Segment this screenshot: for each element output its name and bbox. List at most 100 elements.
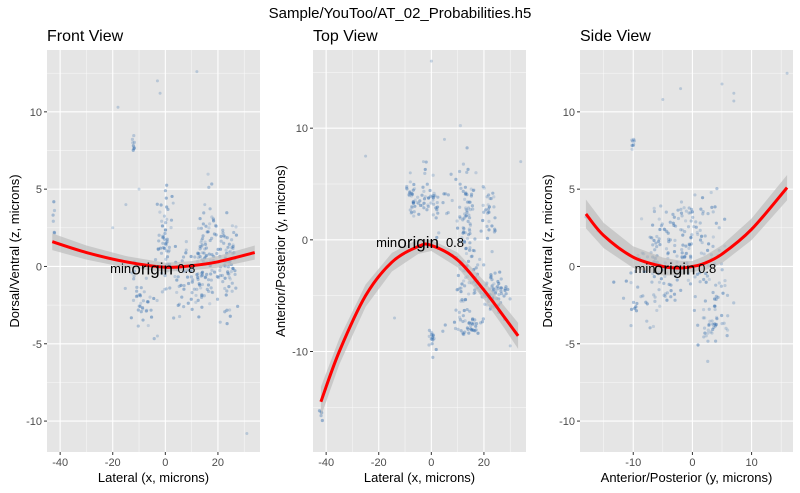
data-point: [411, 201, 416, 205]
data-point: [200, 293, 204, 298]
data-point: [658, 304, 662, 308]
data-point: [131, 144, 135, 148]
data-point: [683, 254, 687, 259]
data-point: [663, 294, 667, 299]
data-point: [720, 268, 724, 272]
y-tick-label: 0: [569, 261, 575, 273]
data-point: [219, 239, 223, 243]
data-point: [663, 274, 667, 279]
x-tick-label: 0: [689, 457, 695, 469]
plot-area: [51, 70, 256, 435]
data-point: [461, 231, 465, 235]
data-point: [659, 204, 663, 208]
data-point: [684, 251, 689, 255]
data-point: [484, 208, 488, 212]
data-point: [681, 233, 685, 237]
data-point: [225, 322, 229, 326]
data-point: [672, 215, 676, 219]
data-point: [705, 248, 710, 252]
data-point: [52, 200, 56, 204]
y-tick-label: -5: [32, 339, 42, 351]
data-point: [461, 331, 465, 335]
data-point: [135, 285, 139, 289]
data-point: [667, 239, 671, 244]
data-point: [52, 208, 57, 213]
data-point: [490, 278, 494, 282]
data-point: [458, 239, 462, 243]
data-point: [223, 276, 227, 280]
data-point: [435, 208, 439, 212]
data-point: [469, 321, 474, 325]
data-point: [460, 297, 464, 302]
data-point: [710, 331, 714, 335]
data-point: [706, 359, 710, 364]
data-point: [224, 248, 228, 252]
data-point: [700, 234, 704, 238]
data-point: [465, 210, 469, 215]
data-point: [164, 249, 169, 253]
data-point: [720, 313, 724, 318]
data-point: [426, 204, 430, 209]
data-point: [461, 225, 465, 230]
data-point: [219, 234, 223, 238]
data-point: [131, 148, 135, 152]
data-point: [657, 280, 662, 284]
data-point: [431, 198, 435, 202]
data-point: [463, 284, 467, 288]
data-point: [632, 142, 636, 146]
data-point: [462, 332, 466, 337]
data-point: [200, 293, 204, 297]
data-point: [405, 184, 409, 189]
data-point: [655, 308, 659, 313]
data-point: [662, 293, 666, 298]
data-point: [155, 202, 159, 206]
data-point: [689, 207, 694, 211]
data-point: [479, 229, 483, 233]
data-point: [694, 225, 698, 229]
data-point: [698, 238, 703, 242]
data-point: [227, 275, 231, 280]
data-point: [430, 335, 435, 340]
data-point: [209, 272, 213, 276]
data-point: [682, 255, 687, 259]
data-point: [508, 297, 512, 301]
data-point: [422, 206, 426, 210]
data-point: [416, 195, 420, 199]
data-point: [170, 194, 174, 199]
data-point: [157, 233, 161, 237]
data-point: [699, 251, 703, 255]
y-tick-label: 10: [30, 107, 42, 119]
y-tick-label: -5: [565, 339, 575, 351]
data-point: [489, 275, 493, 279]
data-point: [464, 247, 468, 251]
data-point: [449, 172, 453, 176]
data-point: [184, 251, 188, 255]
data-point: [674, 224, 678, 228]
data-point: [468, 223, 473, 227]
data-point: [497, 292, 501, 297]
data-point: [423, 167, 427, 172]
data-point: [436, 211, 440, 215]
outlier-point: [203, 203, 207, 207]
data-point: [180, 295, 184, 299]
data-point: [479, 321, 483, 325]
data-point: [419, 203, 423, 208]
data-point: [703, 316, 707, 320]
data-point: [441, 329, 445, 333]
data-point: [707, 322, 711, 326]
data-point: [703, 331, 707, 335]
data-point: [131, 298, 136, 302]
data-point: [200, 282, 205, 287]
data-point: [418, 199, 422, 203]
data-point: [462, 216, 466, 220]
data-point: [210, 182, 214, 186]
data-point: [482, 263, 486, 267]
data-point: [470, 204, 475, 208]
data-point: [165, 183, 169, 187]
data-point: [485, 195, 489, 199]
data-point: [722, 321, 726, 325]
data-point: [499, 286, 504, 290]
data-point: [707, 323, 711, 327]
data-point: [473, 237, 477, 241]
data-point: [186, 281, 191, 286]
